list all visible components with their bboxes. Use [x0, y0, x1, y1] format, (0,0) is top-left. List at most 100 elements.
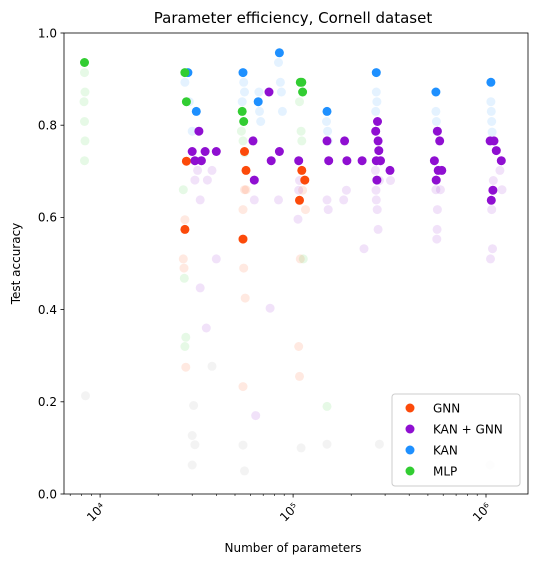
kan-gnn-point — [432, 176, 441, 185]
kan-gnn-faint-point — [488, 244, 497, 253]
kan-gnn-faint-point — [371, 166, 380, 175]
kan-gnn-faint-point — [202, 324, 211, 333]
kan-gnn-point — [371, 127, 380, 136]
kan-gnn-faint-point — [433, 225, 442, 234]
kan-gnn-faint-point — [487, 205, 496, 214]
mlp-point — [182, 97, 191, 106]
kan-gnn-faint-point — [294, 186, 303, 195]
gnn-point — [182, 157, 191, 166]
mlp-point — [298, 88, 307, 97]
kan-faint-point — [487, 117, 496, 126]
gnn-faint-point — [242, 185, 251, 194]
y-tick-label: 1.0 — [38, 26, 57, 40]
kan-gnn-faint-point — [251, 411, 260, 420]
kan-gnn-faint-point — [374, 225, 383, 234]
kan-gnn-point — [373, 117, 382, 126]
kan-gnn-faint-point — [436, 185, 445, 194]
gnn-point — [242, 166, 251, 175]
gnn-faint-point — [239, 382, 248, 391]
kan-faint-point — [372, 88, 381, 97]
legend-label-mlp: MLP — [433, 464, 457, 478]
mlp-point — [297, 78, 306, 87]
kan-gnn-faint-point — [294, 215, 303, 224]
kan-point — [254, 97, 263, 106]
mlp-faint-point — [179, 185, 188, 194]
y-axis-label: Test accuracy — [9, 223, 23, 306]
kan-gnn-faint-point — [193, 166, 202, 175]
kan-gnn-point — [487, 196, 496, 205]
kan-gnn-faint-point — [212, 254, 221, 263]
kan-gnn-faint-point — [323, 195, 332, 204]
kan-gnn-point — [492, 146, 501, 155]
faint-background-point — [190, 440, 199, 449]
kan-gnn-point — [372, 176, 381, 185]
mlp-faint-point — [297, 127, 306, 136]
mlp-faint-point — [81, 136, 90, 145]
kan-gnn-faint-point — [250, 195, 259, 204]
kan-gnn-faint-point — [339, 195, 348, 204]
kan-gnn-faint-point — [372, 186, 381, 195]
y-tick-label: 0.2 — [38, 395, 57, 409]
mlp-faint-point — [297, 136, 306, 145]
faint-background-point — [189, 401, 198, 410]
legend-marker-kan — [406, 446, 415, 455]
kan-gnn-faint-point — [489, 176, 498, 185]
kan-faint-point — [277, 88, 286, 97]
faint-background-point — [297, 443, 306, 452]
kan-gnn-point — [430, 156, 439, 165]
mlp-faint-point — [323, 402, 332, 411]
kan-faint-point — [486, 97, 495, 106]
kan-gnn-point — [386, 166, 395, 175]
faint-background-point — [188, 461, 197, 470]
kan-gnn-point — [294, 156, 303, 165]
kan-gnn-point — [490, 136, 499, 145]
kan-faint-point — [274, 58, 283, 67]
kan-gnn-point — [323, 136, 332, 145]
gnn-point — [239, 235, 248, 244]
mlp-faint-point — [299, 254, 308, 263]
kan-gnn-point — [249, 136, 258, 145]
kan-gnn-faint-point — [372, 195, 381, 204]
mlp-faint-point — [80, 68, 89, 77]
kan-faint-point — [322, 117, 331, 126]
gnn-faint-point — [301, 205, 310, 214]
gnn-faint-point — [294, 342, 303, 351]
kan-gnn-faint-point — [196, 195, 205, 204]
gnn-faint-point — [181, 363, 190, 372]
kan-faint-point — [254, 88, 263, 97]
kan-gnn-point — [488, 186, 497, 195]
kan-faint-point — [180, 78, 189, 87]
kan-gnn-faint-point — [196, 283, 205, 292]
x-axis-label: Number of parameters — [224, 541, 361, 555]
mlp-point — [180, 68, 189, 77]
legend-marker-mlp — [406, 467, 415, 476]
kan-gnn-faint-point — [274, 195, 283, 204]
kan-gnn-point — [433, 127, 442, 136]
kan-gnn-faint-point — [433, 205, 442, 214]
gnn-faint-point — [241, 294, 250, 303]
kan-faint-point — [488, 128, 497, 137]
kan-faint-point — [276, 78, 285, 87]
kan-gnn-point — [188, 147, 197, 156]
mlp-faint-point — [239, 136, 248, 145]
mlp-point — [239, 117, 248, 126]
kan-gnn-point — [374, 136, 383, 145]
mlp-faint-point — [237, 127, 246, 136]
kan-faint-point — [371, 107, 380, 116]
mlp-faint-point — [80, 117, 89, 126]
kan-gnn-faint-point — [324, 205, 333, 214]
kan-point — [486, 78, 495, 87]
kan-faint-point — [432, 117, 441, 126]
kan-gnn-point — [340, 136, 349, 145]
kan-faint-point — [431, 107, 440, 116]
kan-gnn-point — [374, 146, 383, 155]
faint-background-point — [239, 441, 248, 450]
gnn-point — [295, 196, 304, 205]
gnn-faint-point — [179, 254, 188, 263]
kan-gnn-point — [342, 156, 351, 165]
legend-label-kan: KAN — [433, 443, 458, 457]
gnn-faint-point — [180, 264, 189, 273]
mlp-faint-point — [181, 333, 190, 342]
kan-gnn-faint-point — [498, 185, 507, 194]
